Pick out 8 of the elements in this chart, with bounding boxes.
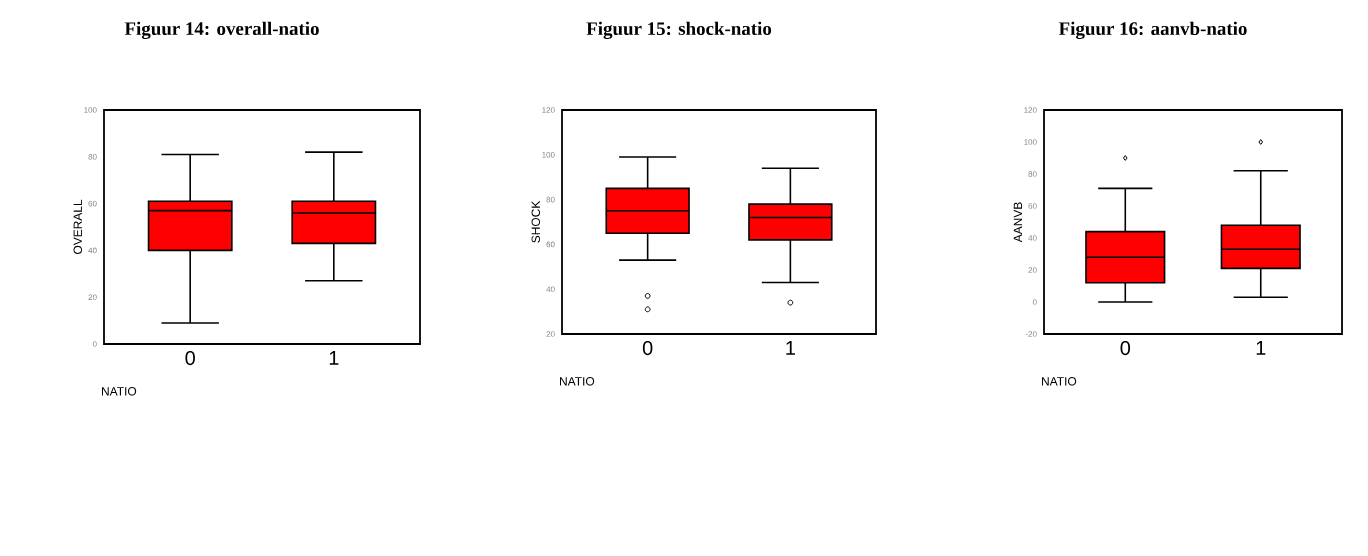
chart-title: Figuur 16: aanvb-natio: [1058, 21, 1247, 40]
x-tick-label: 1: [786, 341, 795, 355]
x-tick-label: 1: [329, 351, 339, 365]
x-tick-label: 0: [1120, 341, 1131, 356]
chart-title: Figuur 15: shock-natio: [586, 21, 772, 40]
x-tick-label: 1: [1256, 341, 1266, 355]
chart-title: Figuur 14: overall-natio: [124, 21, 319, 40]
x-tick-label: 0: [642, 341, 653, 356]
